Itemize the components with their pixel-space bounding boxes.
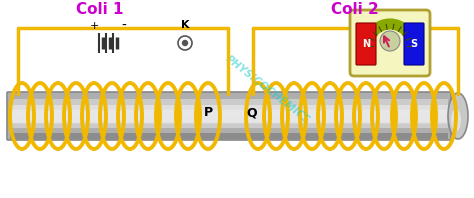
Text: PHYSICOCHEMICS: PHYSICOCHEMICS bbox=[224, 54, 312, 126]
Ellipse shape bbox=[448, 93, 468, 139]
Text: Coli 2: Coli 2 bbox=[331, 3, 379, 17]
Text: N: N bbox=[362, 39, 370, 49]
Bar bbox=[10, 116, 448, 122]
Text: +: + bbox=[90, 21, 99, 31]
Bar bbox=[10, 99, 448, 105]
Bar bbox=[10, 128, 448, 133]
Bar bbox=[10, 93, 448, 99]
Circle shape bbox=[380, 31, 400, 51]
Text: K: K bbox=[181, 20, 189, 30]
Bar bbox=[10, 133, 448, 139]
Circle shape bbox=[182, 41, 188, 46]
FancyBboxPatch shape bbox=[404, 23, 424, 65]
Circle shape bbox=[178, 36, 192, 50]
Bar bbox=[10, 110, 448, 116]
FancyBboxPatch shape bbox=[7, 92, 451, 140]
Ellipse shape bbox=[451, 109, 461, 131]
Text: Coli 1: Coli 1 bbox=[76, 3, 124, 17]
Bar bbox=[10, 122, 448, 128]
FancyBboxPatch shape bbox=[356, 23, 376, 65]
Text: -: - bbox=[121, 19, 126, 33]
Text: P: P bbox=[203, 107, 212, 120]
FancyBboxPatch shape bbox=[350, 10, 430, 76]
Text: Q: Q bbox=[246, 107, 257, 120]
Text: S: S bbox=[410, 39, 418, 49]
Bar bbox=[10, 105, 448, 110]
FancyBboxPatch shape bbox=[10, 109, 447, 123]
